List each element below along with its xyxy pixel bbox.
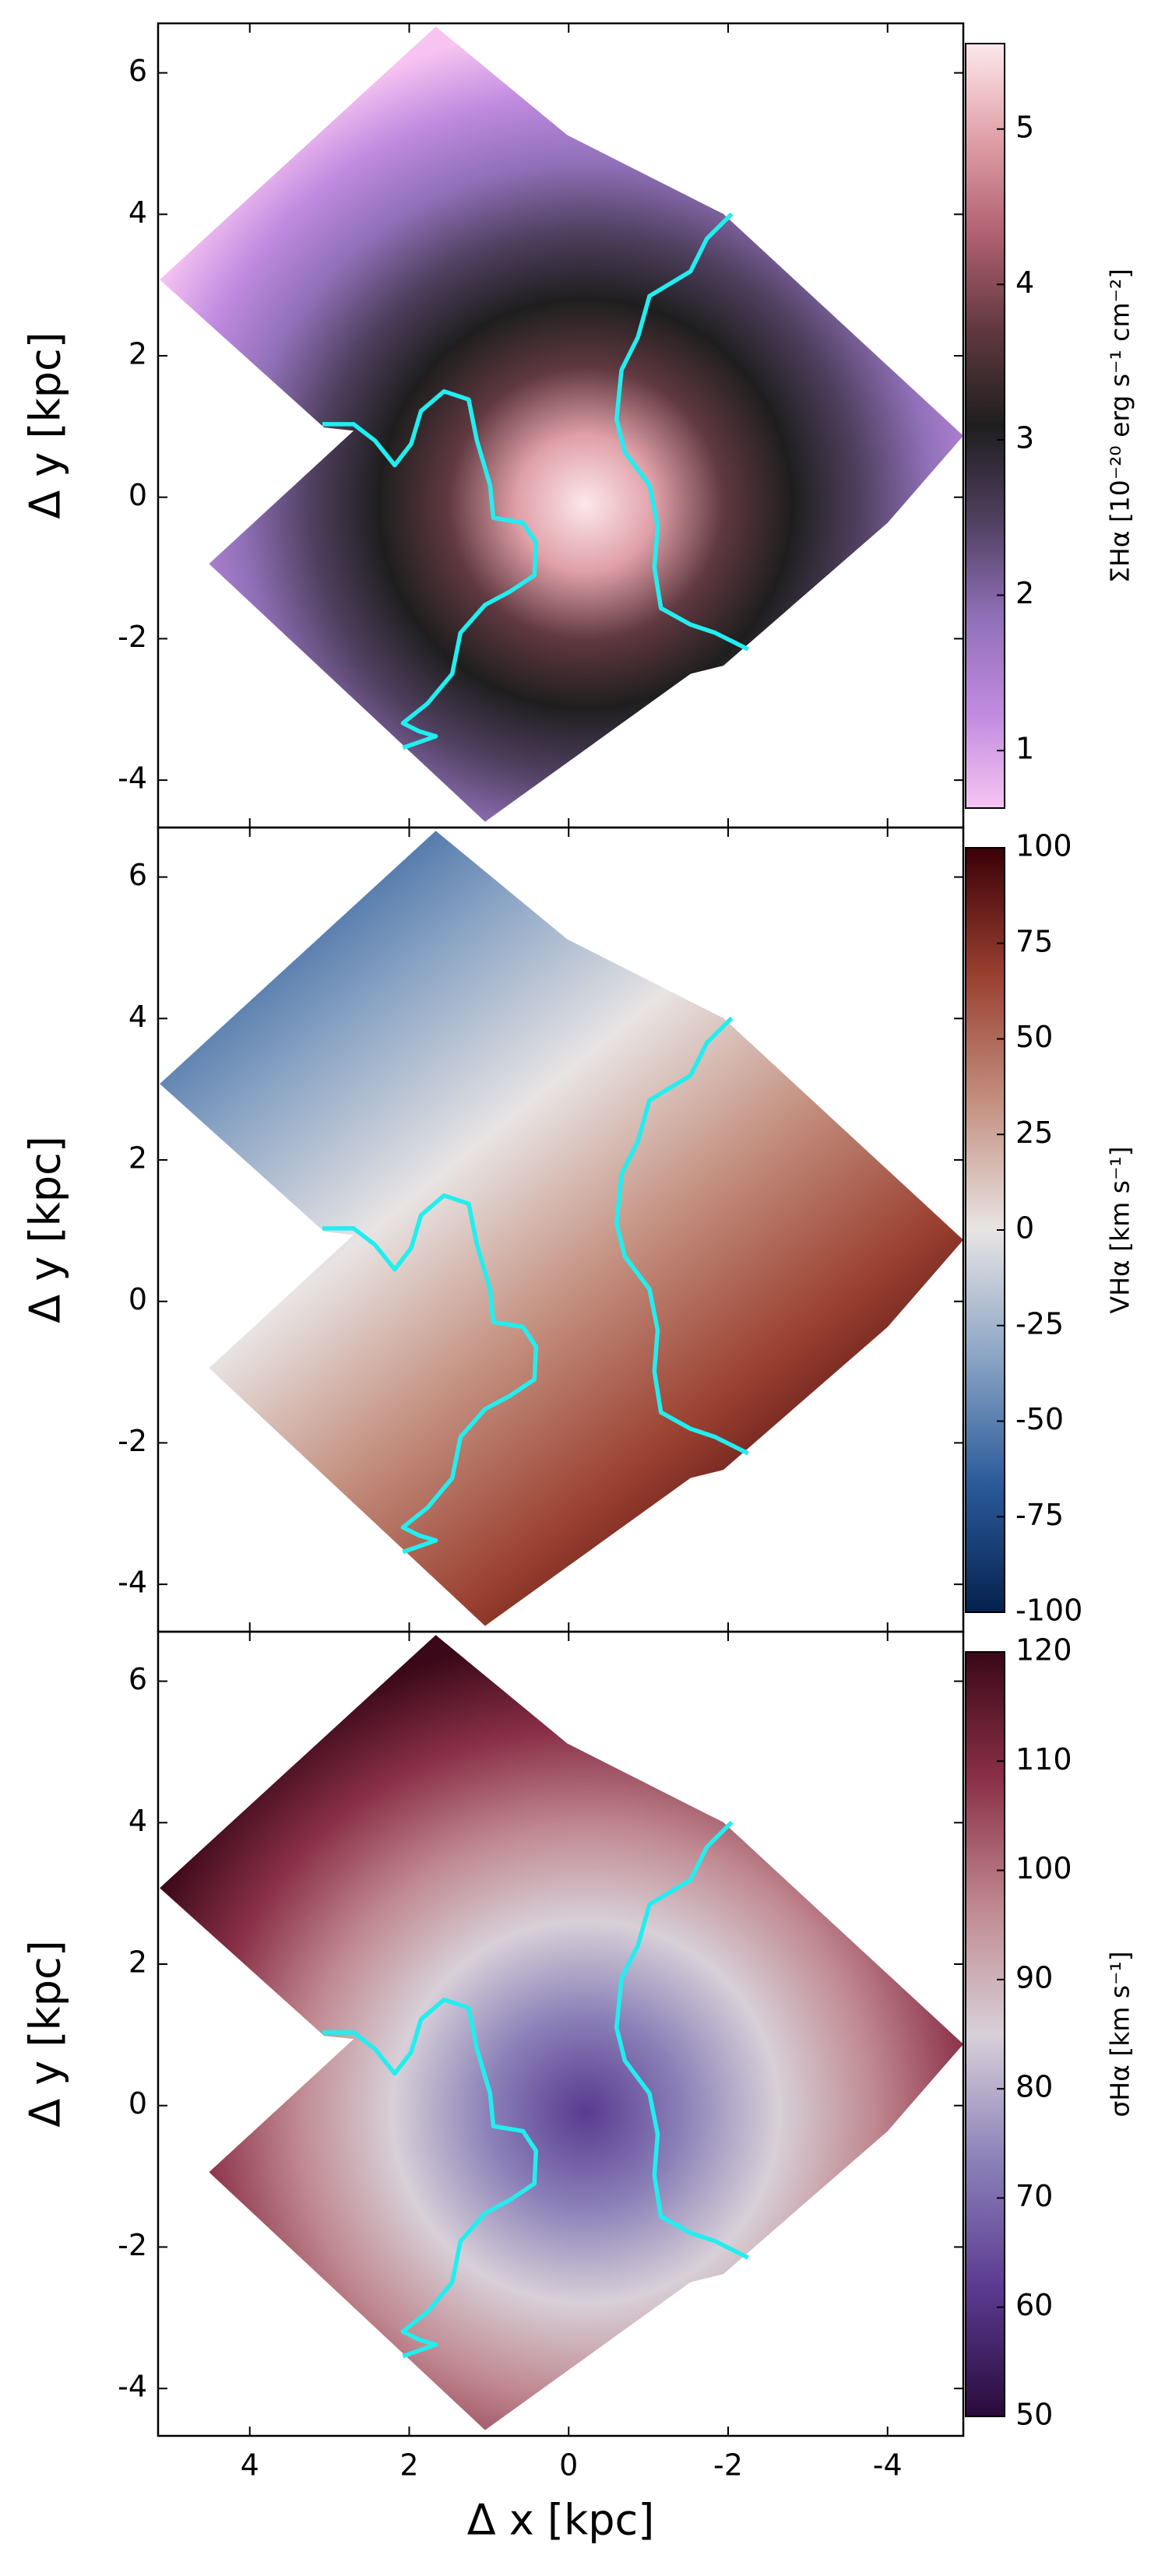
colorbar-tick-label: 60: [1015, 2288, 1053, 2322]
colorbar-tick-label: 70: [1015, 2179, 1053, 2213]
colorbar: [965, 1651, 1005, 2417]
colorbar-label: VHα [km s⁻¹]: [1105, 1147, 1135, 1314]
colorbar-tick-label: 50: [1015, 2398, 1053, 2432]
colorbar-label: ΣHα [10⁻²⁰ erg s⁻¹ cm⁻²]: [1105, 269, 1135, 583]
map: [160, 26, 963, 822]
colorbar-tick-label: 100: [1015, 1851, 1072, 1885]
colorbar-tick-label: 90: [1015, 1960, 1053, 1994]
colorbar-label: σHα [km s⁻¹]: [1105, 1951, 1135, 2117]
colorbar-tick-label: 110: [1015, 1742, 1072, 1776]
x-axis-label: Δ x [kpc]: [467, 2496, 655, 2545]
colorbar-tick-label: 5: [1015, 110, 1034, 144]
contour-line: [614, 1016, 749, 1456]
colorbar-tick-label: 80: [1015, 2070, 1053, 2104]
x-tick-label: 0: [559, 2448, 578, 2483]
y-tick-label: 6: [128, 54, 147, 88]
colorbar-tick-label: 1: [1015, 732, 1034, 766]
y-tick-label: 0: [128, 1282, 147, 1316]
contour-line: [614, 1820, 749, 2260]
colorbar-tick-label: 120: [1015, 1633, 1072, 1668]
axes-frame: [157, 1630, 965, 2437]
y-tick-label: -4: [118, 761, 147, 796]
y-tick-label: 2: [128, 1945, 147, 1980]
colorbar-tick-label: -50: [1015, 1402, 1064, 1436]
footprint: [160, 1635, 963, 2430]
contour-line: [614, 212, 749, 652]
colorbar-tick-label: -75: [1015, 1498, 1064, 1532]
y-tick-label: 4: [128, 195, 147, 230]
y-axis-label: Δ y [kpc]: [21, 1136, 70, 1323]
footprint: [160, 831, 963, 1626]
contour-line: [322, 1193, 539, 1555]
footprint: [160, 26, 963, 822]
y-tick-label: 4: [128, 1804, 147, 1838]
colorbar: [965, 43, 1005, 809]
map: [160, 1635, 963, 2430]
x-tick-label: -4: [873, 2448, 903, 2483]
x-tick-label: -2: [713, 2448, 743, 2483]
y-tick-label: 6: [128, 1662, 147, 1696]
y-tick-label: -2: [118, 1424, 147, 1458]
y-axis-label: Δ y [kpc]: [21, 1940, 70, 2128]
map: [160, 831, 963, 1626]
x-tick-label: 2: [399, 2448, 418, 2483]
y-tick-label: -4: [118, 1566, 147, 1600]
contour-line: [322, 1997, 539, 2359]
y-tick-label: -4: [118, 2370, 147, 2404]
colorbar-tick-label: 50: [1015, 1020, 1053, 1054]
colorbar-tick-label: 3: [1015, 420, 1034, 455]
colorbar-tick-label: 2: [1015, 576, 1034, 610]
colorbar-tick-label: 0: [1015, 1211, 1034, 1246]
colorbar-tick-label: -100: [1015, 1594, 1082, 1628]
colorbar-tick-label: 100: [1015, 829, 1072, 863]
y-tick-label: 2: [128, 337, 147, 371]
colorbar-tick-label: -25: [1015, 1306, 1064, 1341]
y-tick-label: 6: [128, 858, 147, 892]
contour-line: [322, 388, 539, 750]
x-tick-label: 4: [241, 2448, 259, 2483]
y-tick-label: 0: [128, 478, 147, 512]
colorbar-tick-label: 75: [1015, 924, 1053, 958]
colorbar-tick-label: 4: [1015, 265, 1034, 300]
y-tick-label: -2: [118, 620, 147, 654]
y-tick-label: 4: [128, 1000, 147, 1034]
colorbar-tick-label: 25: [1015, 1116, 1053, 1150]
y-tick-label: -2: [118, 2228, 147, 2262]
y-tick-label: 0: [128, 2086, 147, 2121]
y-tick-label: 2: [128, 1141, 147, 1176]
y-axis-label: Δ y [kpc]: [21, 332, 70, 519]
